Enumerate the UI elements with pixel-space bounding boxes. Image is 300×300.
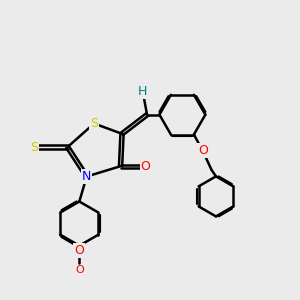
Text: S: S (30, 141, 38, 154)
Text: O: O (74, 244, 84, 257)
Text: N: N (82, 170, 92, 183)
Text: H: H (138, 85, 147, 98)
Text: O: O (141, 160, 151, 173)
Text: O: O (198, 144, 208, 157)
Text: O: O (75, 265, 84, 275)
Text: S: S (90, 117, 98, 130)
